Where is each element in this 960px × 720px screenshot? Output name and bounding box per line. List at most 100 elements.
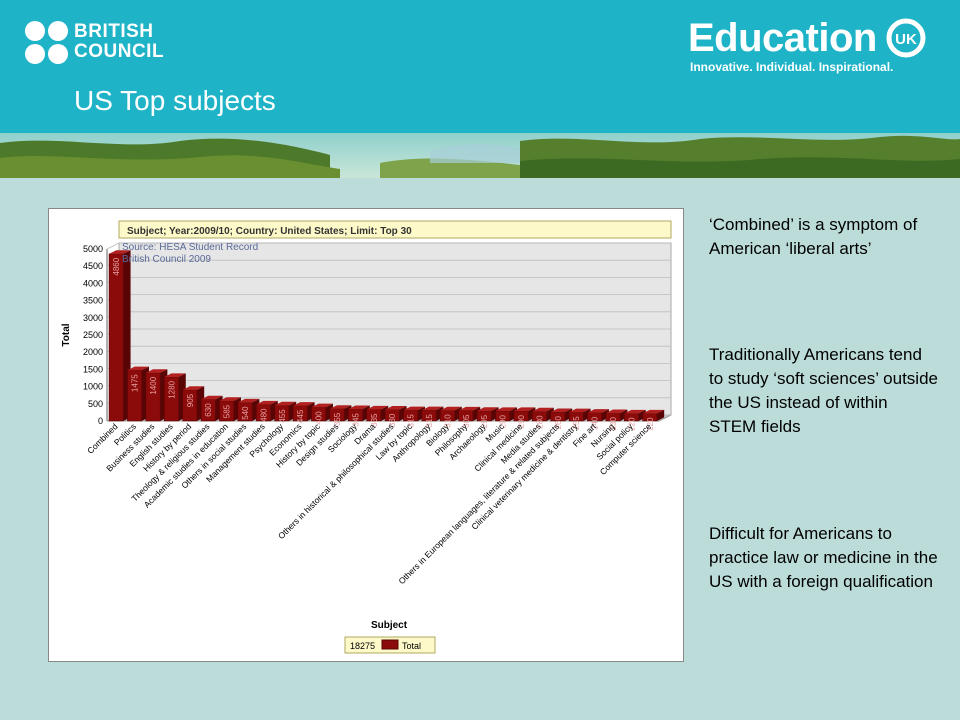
- bar: [642, 409, 665, 422]
- bar-top: [624, 409, 646, 414]
- chart-legend: 18275 Total: [344, 636, 436, 654]
- british-council-wordmark: BRITISH COUNCIL: [74, 22, 164, 62]
- bar-top: [477, 407, 499, 411]
- bar-value-label: 290: [517, 414, 526, 428]
- bar-top: [550, 408, 573, 413]
- education-wordmark: Education: [688, 16, 877, 60]
- gridline-diagonal: [106, 242, 120, 250]
- bar-value-label: 355: [333, 412, 342, 426]
- bar-value-label: 1475: [131, 374, 140, 392]
- bar-top: [403, 406, 425, 411]
- bar-top: [440, 406, 462, 411]
- bar-value-label: 905: [186, 393, 195, 407]
- bar-top: [366, 405, 389, 410]
- bar-top: [495, 407, 517, 412]
- bar-value-label: 230: [609, 417, 618, 431]
- bar-chart: 0 500 1000 1500 2000 2500 3000 3500 4000 4500 5000…: [61, 220, 672, 654]
- bar-value-label: 345: [351, 413, 360, 427]
- bar-top: [127, 366, 149, 371]
- bar-value-label: 315: [425, 414, 434, 428]
- logo-line-1: BRITISH: [74, 21, 154, 42]
- bar-front: [366, 409, 382, 422]
- chart-title-box: [118, 220, 672, 239]
- bar-top: [385, 406, 407, 410]
- y-tick-label: 0: [98, 416, 103, 426]
- education-tagline: Innovative. Individual. Inspirational.: [690, 60, 894, 74]
- bar-front: [108, 253, 124, 422]
- bar-top: [201, 395, 223, 400]
- bar-top: [109, 250, 131, 254]
- x-tick-label: Others in European languages, literature…: [396, 421, 561, 586]
- british-council-dots-icon: [25, 21, 68, 64]
- bar-top: [237, 398, 260, 403]
- y-tick-label: 1500: [83, 364, 103, 374]
- bar-value-label: 220: [627, 417, 636, 431]
- bar-top: [513, 407, 536, 412]
- bar-value-label: 280: [535, 415, 544, 429]
- slide-title: US Top subjects: [74, 85, 276, 116]
- bar-value-label: 4860: [112, 257, 121, 275]
- bar-value-label: 305: [462, 414, 471, 428]
- x-axis-label: Subject: [371, 620, 408, 631]
- y-tick-label: 3500: [83, 296, 103, 306]
- bullet-1: ‘Combined’ is a symptom of American ‘lib…: [709, 215, 918, 258]
- uk-badge-icon: UK: [886, 18, 926, 58]
- bar: [182, 386, 205, 422]
- bar-top: [329, 405, 352, 409]
- legend-swatch: [381, 639, 399, 650]
- bar: [163, 373, 186, 422]
- landscape-banner-image: [0, 133, 960, 178]
- chart-title: Subject; Year:2009/10; Country: United S…: [127, 226, 412, 237]
- y-tick-label: 4000: [83, 278, 103, 288]
- bar-value-label: 480: [259, 408, 268, 422]
- bar-top: [293, 402, 315, 406]
- bar: [605, 409, 628, 422]
- bar-side: [656, 409, 665, 421]
- bar-value-label: 220: [646, 417, 655, 431]
- bar-top: [256, 400, 278, 405]
- bar-top: [145, 369, 168, 373]
- y-tick-label: 2000: [83, 347, 103, 357]
- uk-badge-text: UK: [895, 31, 917, 48]
- bar-value-label: 290: [499, 414, 508, 428]
- bar-front: [605, 412, 621, 422]
- bar-top: [164, 373, 186, 377]
- bar-top: [182, 386, 205, 390]
- bar-value-label: 330: [388, 413, 397, 427]
- y-axis-label: Total: [61, 323, 72, 346]
- bar-top: [458, 406, 481, 411]
- bar-top: [532, 407, 554, 412]
- bar-value-label: 585: [223, 404, 232, 418]
- bar-top: [348, 405, 370, 410]
- bar-value-label: 295: [480, 414, 489, 428]
- bar-value-label: 455: [278, 409, 287, 423]
- y-tick-label: 5000: [83, 244, 103, 254]
- bar-top: [605, 409, 628, 414]
- header-band: BRITISH COUNCIL Education UK Innovative.…: [0, 0, 960, 133]
- chart-panel: 0 500 1000 1500 2000 2500 3000 3500 4000 4500 5000…: [48, 208, 684, 662]
- bar-top: [569, 408, 591, 413]
- bar-value-label: 315: [407, 414, 416, 428]
- british-council-logo: BRITISH COUNCIL: [24, 20, 184, 68]
- bullet-2: Traditionally Americans tend to study ‘s…: [709, 345, 938, 436]
- bar-top: [219, 397, 241, 401]
- bar-top: [311, 403, 333, 408]
- chart-source-line-1: Source: HESA Student Record: [122, 242, 258, 253]
- bar-top: [274, 401, 297, 406]
- y-tick-label: 4500: [83, 261, 103, 271]
- bar-value-label: 400: [315, 411, 324, 425]
- legend-value: 18275: [350, 641, 375, 651]
- bar-value-label: 1400: [149, 376, 158, 394]
- chart-source-line-2: British Council 2009: [122, 254, 211, 265]
- education-uk-logo: Education UK Innovative. Individual. Ins…: [688, 14, 938, 80]
- bar-value-label: 445: [296, 409, 305, 423]
- bar-top: [587, 409, 609, 413]
- bar-value-label: 310: [443, 414, 452, 428]
- bar-value-label: 240: [591, 416, 600, 430]
- bar-value-label: 255: [572, 416, 581, 430]
- y-tick-label: 3000: [83, 313, 103, 323]
- logo-line-2: COUNCIL: [74, 41, 165, 62]
- y-tick-label: 1000: [83, 382, 103, 392]
- bar-value-label: 260: [554, 416, 563, 430]
- bar-front: [274, 405, 290, 422]
